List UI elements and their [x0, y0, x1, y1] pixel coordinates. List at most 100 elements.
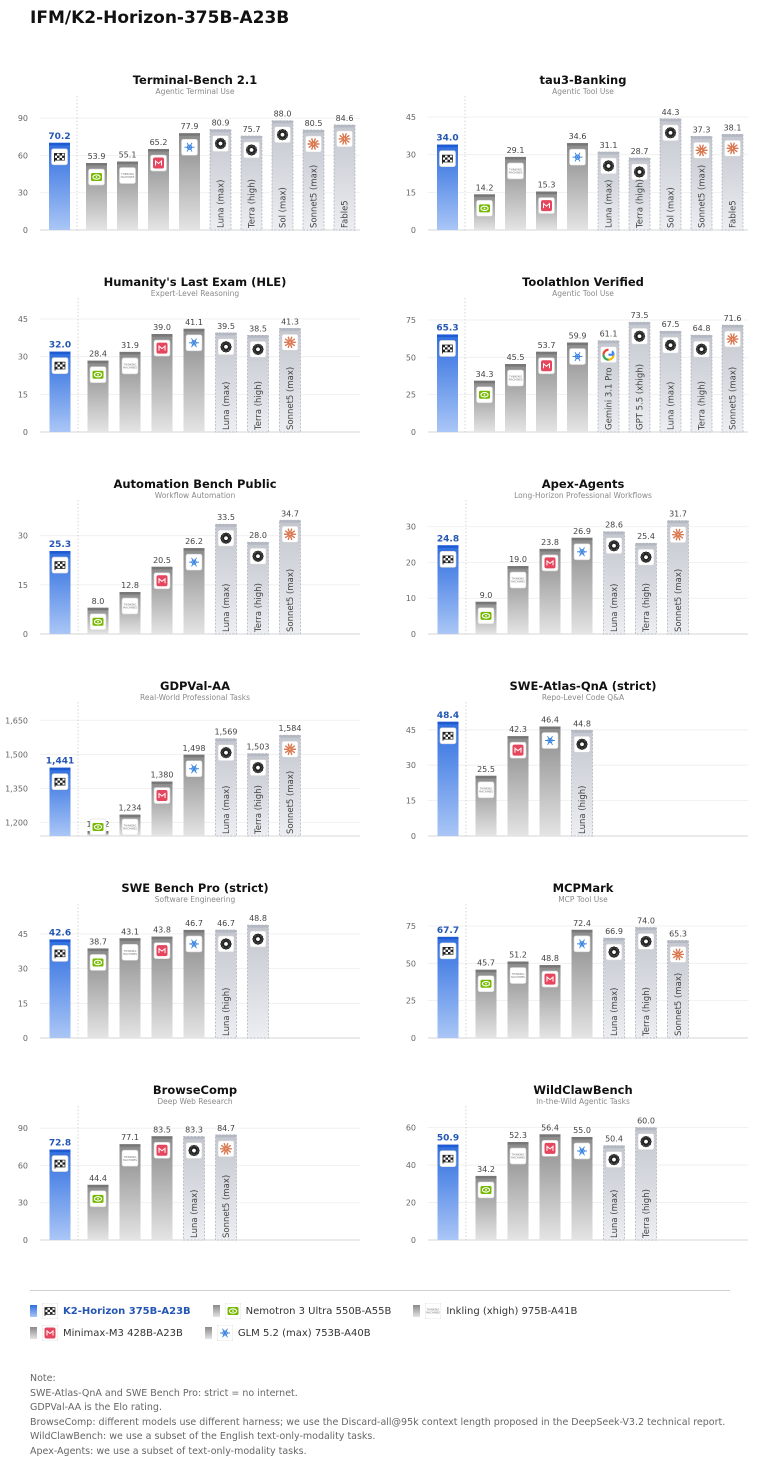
bar — [507, 1142, 529, 1240]
bar-value-label: 38.7 — [89, 937, 107, 946]
bar-value-label: 61.1 — [600, 330, 618, 339]
bar-value-label: 12.8 — [121, 581, 139, 590]
openai-icon — [637, 1133, 655, 1150]
bar-cap — [667, 940, 689, 943]
bar-value-label: 44.3 — [662, 108, 680, 117]
bar — [571, 1136, 593, 1240]
openai-icon — [637, 933, 655, 950]
note-line: Note: — [30, 1373, 56, 1384]
bar-cap — [49, 939, 71, 942]
bar-cap — [247, 753, 269, 757]
y-tick-label: 1,350 — [5, 784, 28, 793]
bar-cap — [151, 334, 173, 337]
bar-value-label: 1,441 — [46, 757, 74, 767]
nvidia-icon — [476, 200, 493, 217]
anthropic-icon — [217, 1140, 235, 1158]
bar-name-label: Terra (high) — [254, 583, 264, 633]
bar-name-label: Luna (max) — [610, 1190, 620, 1238]
anthropic-icon — [281, 740, 299, 758]
bar — [437, 936, 459, 1038]
bar-cap — [567, 342, 588, 346]
bar-cap — [598, 151, 619, 155]
bar-name-label: Luna (high) — [578, 786, 588, 834]
bar-cap — [571, 730, 593, 733]
bar-cap — [567, 143, 588, 146]
bar-cap — [210, 129, 231, 133]
bar-cap — [691, 335, 712, 338]
bar — [571, 537, 593, 634]
minimax-icon — [153, 339, 171, 357]
chart-subtitle: Workflow Automation — [155, 491, 236, 500]
svg-text:MACHINES: MACHINES — [123, 1158, 137, 1162]
bar-cap — [505, 156, 526, 160]
bar-value-label: 43.1 — [121, 927, 139, 936]
bar-value-label: 26.2 — [185, 537, 203, 546]
legend-item: THINKING MACHINES Inkling (xhigh) 975B-A41… — [413, 1303, 577, 1319]
y-tick-label: 30 — [18, 1199, 28, 1208]
openai-icon — [693, 340, 710, 358]
openai-icon — [600, 157, 617, 175]
anthropic-icon — [669, 526, 687, 543]
y-tick-label: 15 — [18, 581, 28, 590]
bar-value-label: 60.0 — [637, 1117, 655, 1126]
bar-cap — [691, 136, 712, 139]
y-tick-label: 0 — [23, 226, 28, 235]
bar — [571, 929, 593, 1038]
openai-icon — [249, 759, 267, 776]
y-tick-label: 75 — [406, 922, 416, 931]
y-tick-label: 0 — [411, 1236, 416, 1245]
bar-value-label: 25.5 — [477, 765, 495, 774]
k2-horizon-icon — [439, 942, 457, 960]
bar-value-label: 39.5 — [217, 322, 235, 331]
bar-name-label: Sol (max) — [667, 187, 677, 228]
y-tick-label: 0 — [411, 428, 416, 437]
chart-subtitle: Agentic Tool Use — [552, 87, 614, 96]
bar-cap — [87, 948, 109, 951]
y-tick-label: 1,200 — [5, 818, 28, 827]
glm-icon — [573, 543, 591, 561]
anthropic-icon — [693, 142, 710, 159]
svg-text:THINKING: THINKING — [509, 375, 522, 379]
bar-cap — [247, 335, 269, 338]
y-tick-label: 60 — [18, 1161, 28, 1170]
chart-title: MCPMark — [553, 881, 614, 895]
bar-cap — [49, 551, 71, 554]
bar-name-label: Sonnet5 (max) — [310, 165, 320, 228]
chart-title: SWE Bench Pro (strict) — [121, 881, 268, 895]
svg-text:MACHINES: MACHINES — [509, 171, 523, 175]
anthropic-icon — [724, 330, 741, 348]
bar — [49, 1149, 71, 1240]
google-icon — [600, 346, 617, 364]
bar-value-label: 34.7 — [281, 509, 299, 518]
k2-horizon-icon — [439, 1150, 457, 1167]
bar-value-label: 31.9 — [121, 341, 139, 350]
bar-name-label: Luna (max) — [610, 584, 620, 632]
bar-name-label: Sol (max) — [279, 187, 289, 228]
svg-text:THINKING: THINKING — [124, 824, 137, 828]
bar-cap — [629, 322, 650, 325]
bar-name-label: Luna (high) — [222, 988, 232, 1036]
openai-icon — [605, 943, 623, 961]
svg-text:THINKING: THINKING — [124, 603, 137, 607]
k2-horizon-icon — [439, 150, 456, 167]
bar-cap — [571, 929, 593, 933]
chart-title: tau3-Banking — [540, 73, 627, 87]
bar — [437, 721, 459, 836]
bar-value-label: 67.7 — [437, 926, 459, 936]
chart-subtitle: Agentic Tool Use — [552, 289, 614, 298]
legend-icon — [224, 1303, 241, 1319]
bar-cap — [635, 543, 657, 546]
bar-value-label: 44.4 — [89, 1174, 107, 1183]
y-tick-label: 45 — [18, 930, 28, 939]
chart-subtitle: In-the-Wild Agentic Tasks — [536, 1097, 630, 1106]
bar-value-label: 59.9 — [569, 332, 587, 341]
legend-label: GLM 5.2 (max) 753B-A40B — [237, 1327, 371, 1339]
glm-icon — [573, 1142, 591, 1160]
